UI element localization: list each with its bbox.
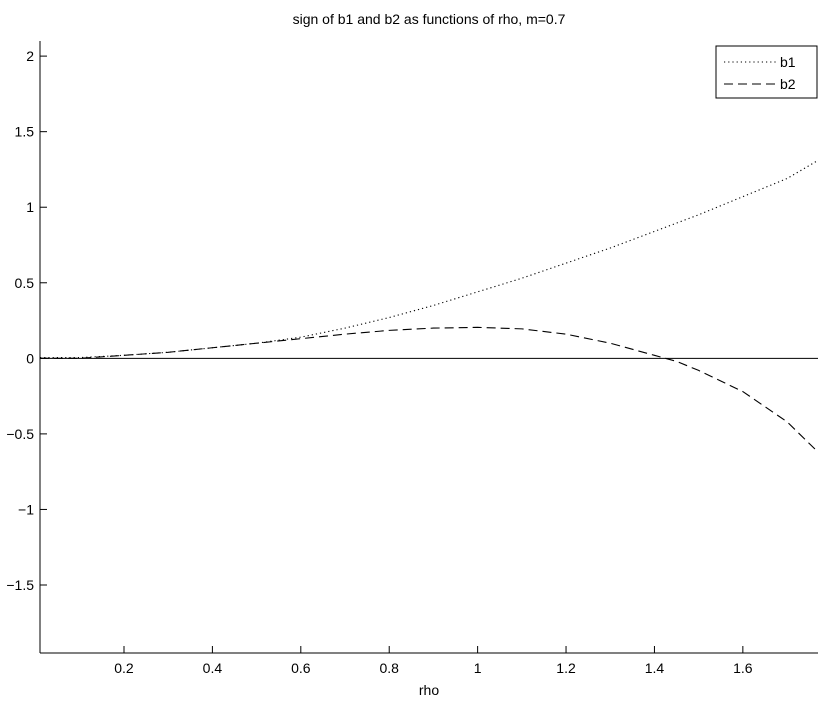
x-tick-label: 0.4: [203, 660, 223, 676]
y-tick-label: 0: [26, 350, 34, 366]
legend-box: [715, 45, 818, 99]
y-tick-label: 0.5: [15, 275, 35, 291]
series-line-b1: [40, 159, 819, 359]
y-tick-label: 1.5: [15, 124, 35, 140]
legend-label-b2: b2: [780, 76, 796, 92]
y-tick-label: 2: [26, 48, 34, 64]
x-tick-label: 1: [474, 660, 482, 676]
axes: −1.5 −1 −0.5 0 0.5 1 1.5 2 0.2 0.4 0.6 0.8 1 1.2 1.4 1.…: [6, 41, 818, 676]
x-tick-label: 1.4: [645, 660, 665, 676]
x-tick-label: 0.2: [114, 660, 134, 676]
y-tick-label: −1.5: [6, 577, 34, 593]
plot-area: [40, 159, 819, 453]
y-tick-label: −0.5: [6, 426, 34, 442]
y-tick-label: 1: [26, 199, 34, 215]
x-tick-label: 0.8: [379, 660, 399, 676]
series-line-b2: [40, 326, 819, 453]
x-tick-label: 0.6: [291, 660, 311, 676]
legend-label-b1: b1: [780, 54, 796, 70]
x-tick-label: 1.6: [733, 660, 753, 676]
chart-title: sign of b1 and b2 as functions of rho, m…: [293, 11, 566, 27]
y-tick-label: −1: [18, 501, 34, 517]
x-axis-label: rho: [419, 682, 439, 698]
x-tick-label: 1.2: [556, 660, 576, 676]
